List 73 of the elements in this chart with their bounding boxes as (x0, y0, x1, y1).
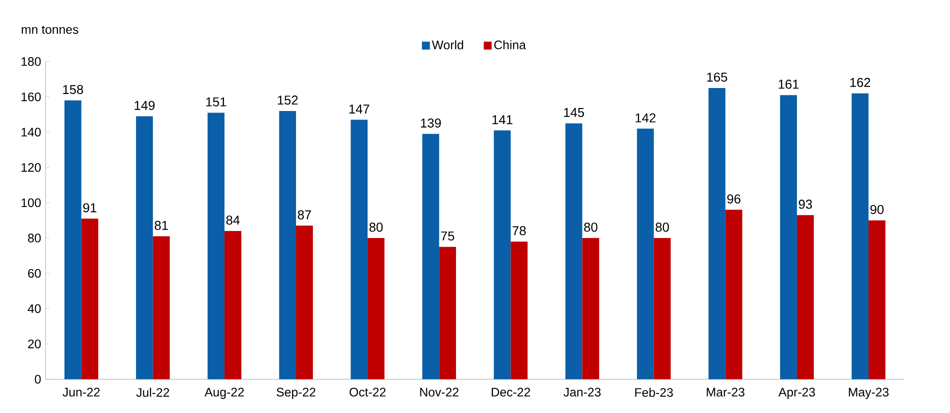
bar (565, 123, 582, 380)
data-label: 80 (369, 222, 383, 232)
bar (510, 242, 528, 380)
legend-label: China (494, 40, 526, 50)
bar (439, 246, 456, 380)
legend-label: World (432, 40, 464, 50)
x-tick-label: Jan-23 (564, 388, 601, 397)
x-tick-label: Feb-23 (635, 388, 673, 397)
x-tick-label: Jun-22 (62, 388, 100, 397)
y-tick-label: 60 (28, 268, 41, 278)
y-tick-label: 120 (22, 163, 41, 172)
data-label: 147 (349, 104, 370, 114)
x-tick-label: Nov-22 (420, 388, 458, 397)
data-label: 93 (798, 200, 812, 209)
bar (582, 238, 600, 380)
bar (780, 95, 797, 380)
bar (725, 210, 742, 380)
data-label: 84 (226, 216, 240, 225)
y-tick-label: 180 (22, 57, 41, 66)
x-tick-label: May-23 (848, 388, 889, 399)
bar (852, 93, 869, 380)
x-tick-label: Mar-23 (706, 388, 744, 397)
y-axis-title: mn tonnes (22, 26, 78, 34)
y-tick-label: 80 (28, 234, 41, 242)
data-label: 161 (778, 80, 799, 89)
bar (279, 110, 296, 380)
data-label: 80 (584, 222, 598, 232)
x-tick-label: Sep-22 (276, 388, 316, 399)
bar (868, 220, 886, 380)
data-label: 142 (636, 113, 656, 122)
data-label: 158 (63, 84, 84, 94)
bar (208, 112, 224, 380)
data-label: 145 (564, 108, 584, 118)
bar (152, 236, 170, 380)
y-tick-label: 140 (22, 128, 41, 137)
bar (64, 100, 82, 380)
y-tick-label: 20 (28, 340, 41, 348)
bar (796, 215, 814, 380)
data-label: 81 (154, 220, 168, 230)
y-tick-label: 160 (22, 92, 41, 102)
data-label: 87 (298, 210, 311, 220)
data-label: 96 (727, 194, 740, 204)
y-tick-label: 40 (28, 304, 41, 314)
bar (296, 226, 313, 380)
bar (708, 88, 726, 380)
data-label: 141 (492, 115, 512, 124)
x-tick-label: Dec-22 (492, 388, 530, 397)
x-tick-label: Aug-22 (204, 388, 244, 399)
data-label: 149 (134, 100, 155, 110)
x-tick-label: Apr-23 (778, 388, 815, 399)
bar (81, 218, 98, 380)
bar (368, 238, 384, 380)
data-label: 90 (870, 204, 884, 214)
y-tick-label: 0 (34, 374, 41, 384)
bar (350, 120, 368, 380)
data-label: 152 (278, 96, 298, 105)
bar (654, 238, 671, 380)
bar (136, 116, 153, 380)
data-label: 139 (420, 118, 441, 128)
data-label: 75 (441, 232, 454, 241)
data-label: 80 (656, 222, 669, 232)
data-label: 151 (206, 97, 226, 106)
data-label: 91 (83, 203, 96, 212)
x-tick-label: Jul-22 (136, 388, 170, 397)
bar (636, 128, 654, 380)
y-tick-label: 100 (22, 198, 41, 208)
data-label: 162 (850, 78, 870, 88)
data-label: 165 (707, 72, 728, 82)
bar (422, 134, 440, 380)
data-label: 78 (512, 226, 526, 236)
x-tick-label: Oct-22 (350, 388, 386, 397)
bar (494, 130, 511, 380)
bar (224, 230, 242, 380)
